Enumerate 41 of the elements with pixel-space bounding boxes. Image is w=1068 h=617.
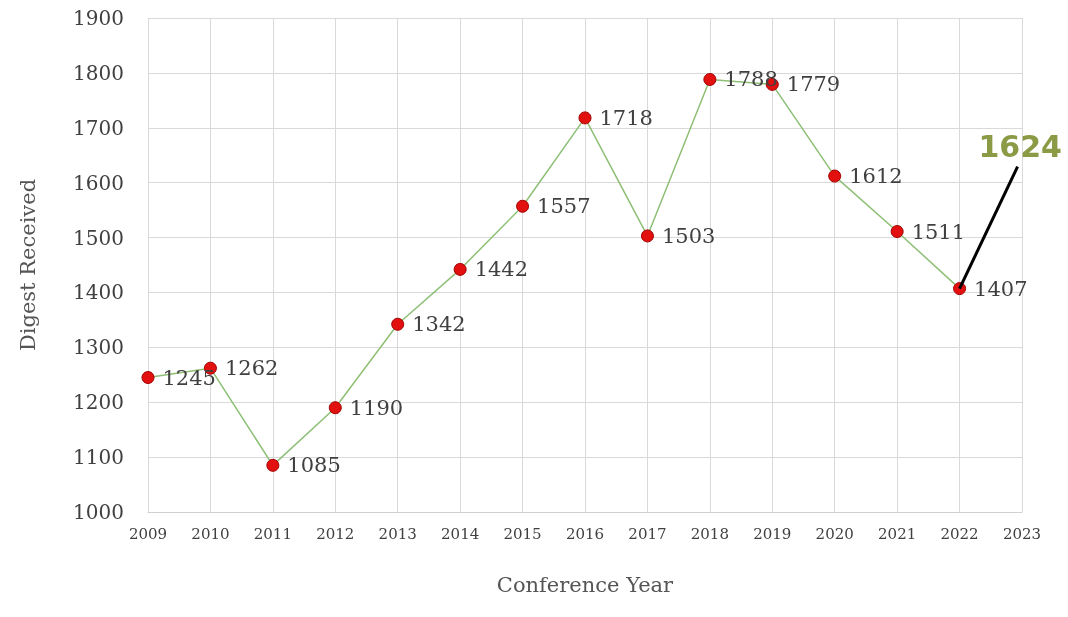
x-tick-label: 2010 — [191, 524, 230, 543]
data-label: 1342 — [412, 312, 466, 337]
x-tick-label: 2022 — [940, 524, 979, 543]
data-label: 1612 — [849, 164, 903, 189]
x-tick-label: 2011 — [253, 524, 292, 543]
data-label: 1085 — [287, 453, 341, 478]
y-tick-label: 1500 — [73, 225, 124, 250]
data-label: 1779 — [786, 72, 841, 97]
x-tick-label: 2009 — [128, 524, 168, 543]
y-tick-label: 1900 — [73, 6, 124, 30]
data-label: 1262 — [224, 356, 279, 381]
y-tick-label: 1100 — [73, 445, 124, 470]
data-label: 1503 — [661, 223, 716, 248]
y-axis-title: Digest Received — [15, 178, 40, 352]
x-tick-label: 2016 — [565, 524, 605, 543]
x-tick-label: 2012 — [316, 524, 355, 543]
data-label: 1557 — [537, 194, 591, 219]
y-tick-label: 1200 — [73, 390, 124, 415]
annotation: 1624 — [978, 128, 1062, 164]
x-tick-label: 2020 — [815, 524, 854, 543]
x-tick-label: 2018 — [690, 524, 729, 543]
data-label: 1190 — [349, 395, 404, 420]
data-label: 1407 — [974, 276, 1028, 301]
x-tick-label: 2019 — [753, 524, 792, 543]
data-label: 1245 — [162, 365, 216, 390]
x-tick-label: 2014 — [441, 524, 480, 543]
x-axis-title: Conference Year — [496, 572, 675, 597]
x-tick-label: 2015 — [503, 524, 542, 543]
x-tick-label: 2017 — [628, 524, 667, 543]
y-tick-label: 1700 — [73, 115, 124, 140]
y-tick-label: 1400 — [73, 280, 124, 305]
y-tick-label: 1600 — [73, 170, 124, 195]
data-label: 1511 — [911, 219, 966, 244]
data-label: 1442 — [474, 257, 529, 282]
data-label: 1718 — [599, 105, 653, 130]
y-tick-label: 1000 — [73, 500, 124, 524]
x-tick-label: 2023 — [1002, 524, 1042, 543]
x-tick-label: 2021 — [878, 524, 917, 543]
y-tick-label: 1300 — [73, 335, 124, 360]
x-tick-label: 2013 — [378, 524, 417, 543]
y-tick-label: 1800 — [73, 60, 124, 85]
